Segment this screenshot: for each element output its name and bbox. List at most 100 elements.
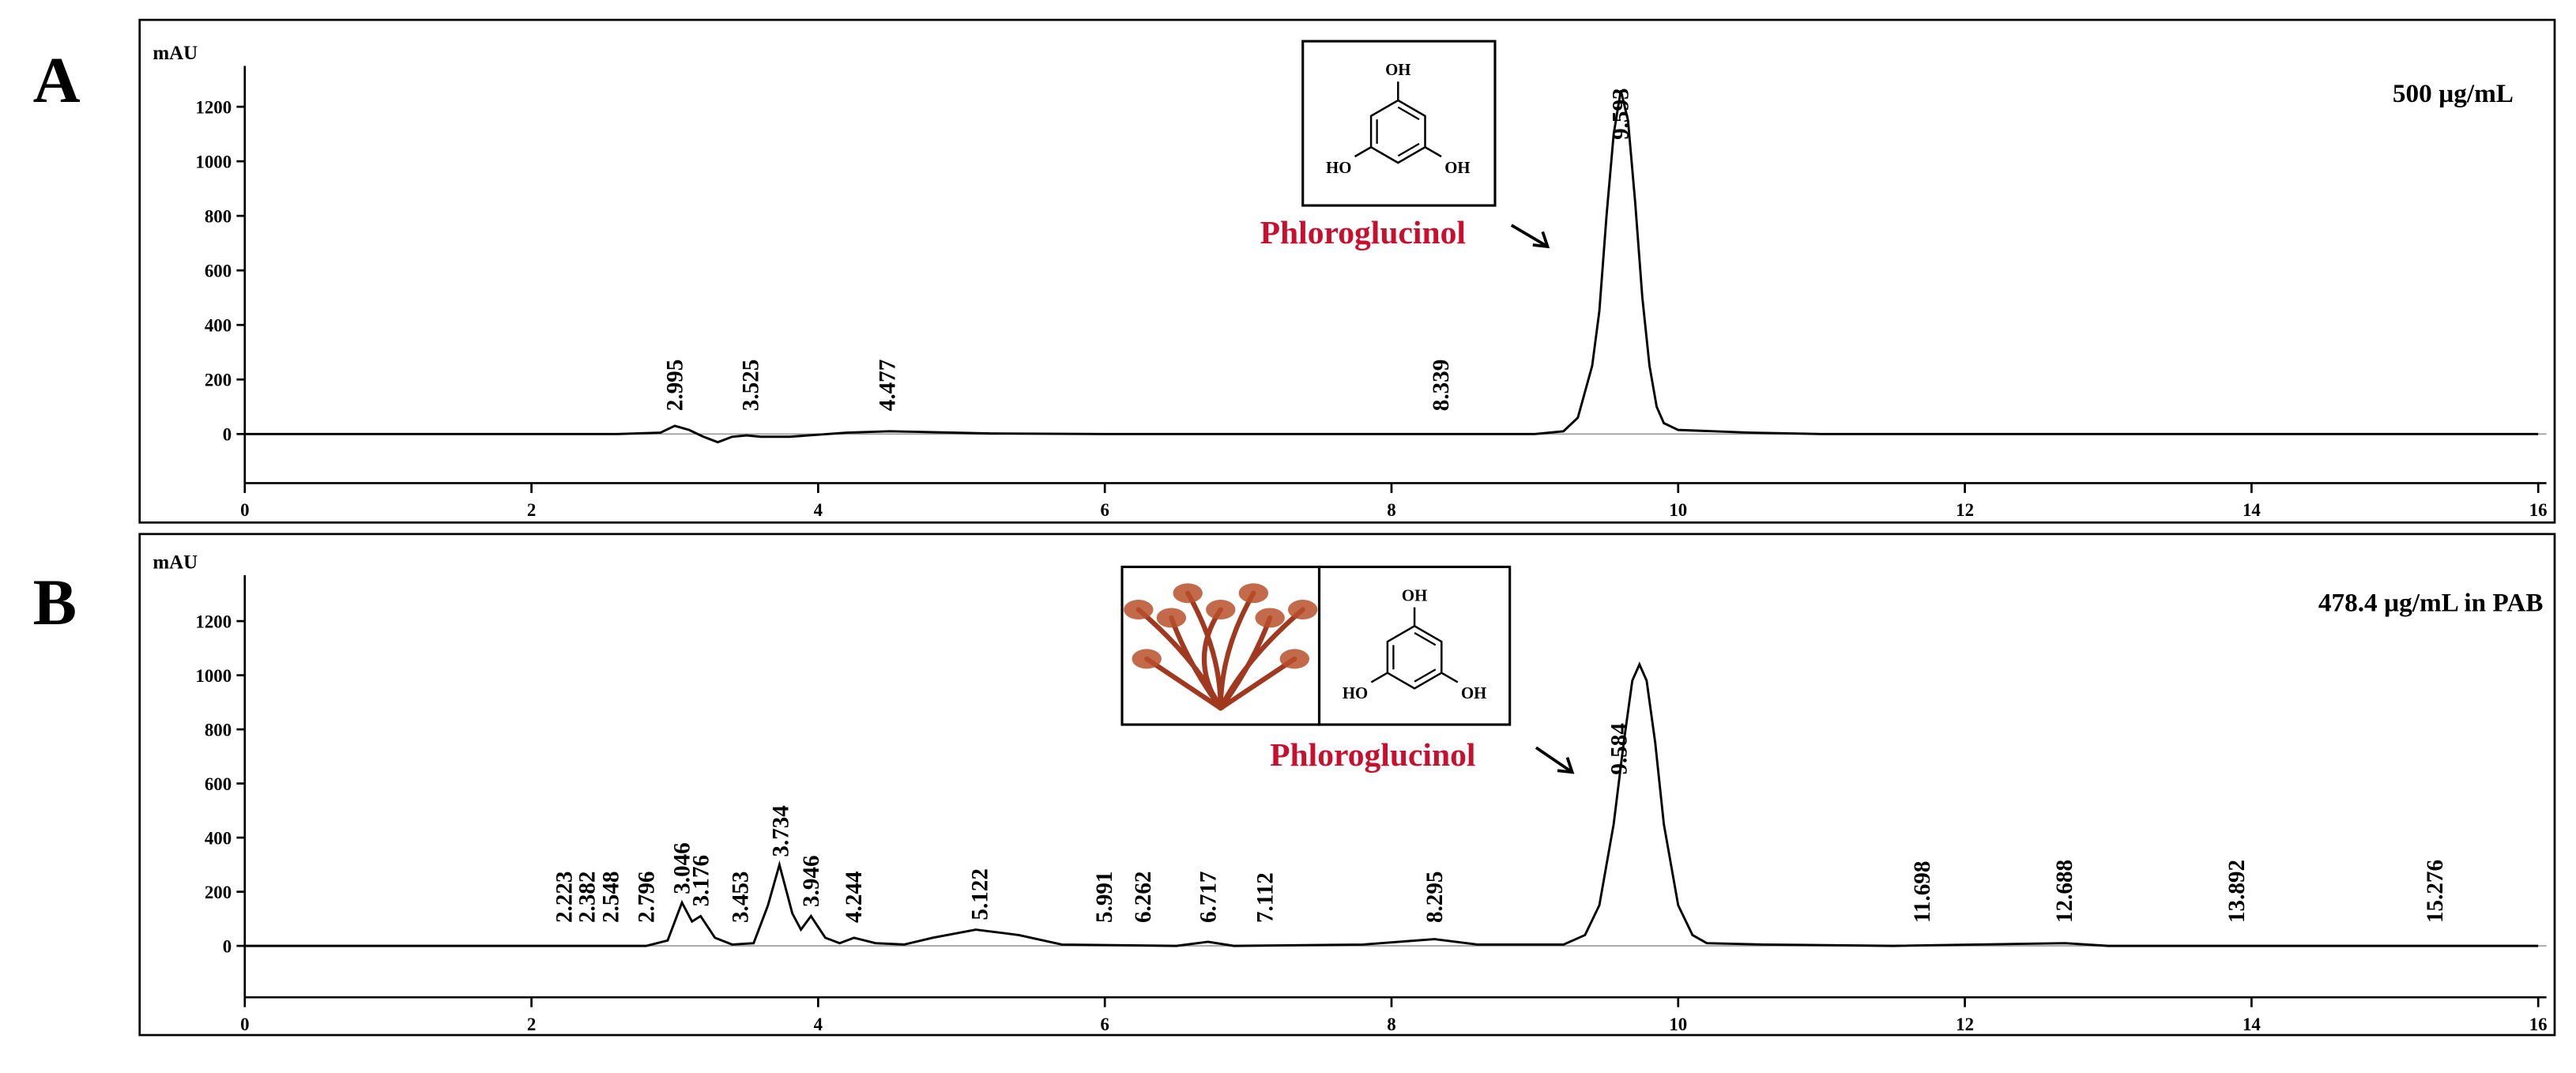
peak-label: 8.295 (1422, 872, 1448, 923)
substituent-bond (1424, 146, 1442, 158)
seaweed-branch (1135, 607, 1223, 711)
ring (1369, 99, 1426, 164)
y-tick-label: 800 (205, 720, 232, 740)
peak-label: 3.525 (739, 360, 764, 411)
x-tick-label: 4 (814, 1015, 823, 1034)
seaweed-frond (1173, 583, 1203, 604)
x-tick-label: 8 (1387, 500, 1395, 520)
substituent-bond (1354, 146, 1372, 158)
y-axis-title: mAU (153, 552, 198, 574)
substituent-bond (1441, 672, 1459, 683)
peak-label: 3.453 (729, 872, 754, 923)
x-tick-label: 6 (1100, 500, 1109, 520)
peak-label: 2.796 (634, 872, 659, 923)
ring (1386, 624, 1443, 690)
x-tick-label: 12 (1956, 500, 1974, 520)
y-tick-label: 600 (205, 774, 232, 794)
structure-box (1317, 565, 1512, 726)
y-tick-label: 400 (205, 828, 232, 848)
panel-label: A (33, 43, 81, 116)
seaweed-frond (1132, 649, 1162, 669)
structure-box (1301, 40, 1497, 207)
y-tick-label: 1200 (195, 97, 232, 117)
seaweed-frond (1288, 600, 1318, 619)
y-tick-label: 1000 (195, 666, 232, 686)
x-tick-label: 10 (1669, 1015, 1687, 1034)
peak-label: 9.593 (1608, 88, 1633, 139)
y-tick-label: 1200 (195, 612, 232, 631)
peak-label: 2.548 (598, 872, 623, 923)
concentration: 478.4 µg/mL in PAB (2318, 589, 2544, 618)
structure-label: OH (1444, 159, 1470, 177)
x-tick-label: 14 (2243, 1015, 2261, 1034)
x-tick-label: 0 (240, 1015, 249, 1034)
y-tick-label: 1000 (195, 152, 232, 171)
panel-frame (138, 18, 2556, 524)
double-bond (1414, 668, 1437, 683)
y-tick-label: 0 (223, 425, 232, 445)
x-tick-label: 16 (2529, 1015, 2548, 1034)
y-tick-label: 800 (205, 206, 232, 226)
compound-arrow-head (1557, 757, 1575, 774)
peak-label: 11.698 (1910, 861, 1935, 923)
structure-label: OH (1461, 684, 1486, 702)
peak-label: 8.339 (1429, 360, 1454, 411)
trace (244, 90, 2539, 444)
x-tick-label: 10 (1669, 500, 1687, 520)
peak-label: 3.734 (769, 805, 794, 857)
structure-label: HO (1343, 684, 1368, 702)
seaweed-branch (1218, 607, 1305, 711)
y-tick-label: 0 (223, 936, 232, 956)
peak-label: 12.688 (2052, 860, 2077, 923)
x-tick-label: 6 (1100, 1015, 1109, 1034)
x-tick-label: 4 (814, 500, 823, 520)
x-tick-label: 12 (1956, 1015, 1974, 1034)
peak-label: 3.176 (688, 855, 714, 906)
y-axis-title: mAU (153, 43, 198, 64)
panel-frame (138, 533, 2556, 1037)
substituent-bond (1370, 672, 1388, 683)
double-bond (1397, 106, 1420, 121)
seaweed-frond (1206, 600, 1236, 619)
y-tick-label: 400 (205, 316, 232, 336)
panel-label: B (33, 566, 77, 638)
peak-label: 6.262 (1131, 872, 1156, 923)
trace (244, 661, 2539, 947)
peak-label: 2.995 (662, 360, 687, 411)
y-tick-label: 200 (205, 371, 232, 390)
compound-arrow (1510, 224, 1549, 248)
double-bond (1414, 632, 1437, 646)
peak-label: 5.991 (1092, 872, 1117, 923)
structure-label: OH (1385, 61, 1410, 79)
concentration: 500 µg/mL (2393, 79, 2514, 108)
compound-arrow (1535, 746, 1573, 774)
seaweed-branch (1218, 590, 1256, 711)
peak-label: 3.946 (799, 855, 824, 906)
peak-label: 4.244 (842, 872, 867, 923)
compound-arrow-head (1532, 231, 1550, 249)
seaweed-frond (1255, 608, 1285, 628)
x-tick-label: 8 (1387, 1015, 1395, 1034)
structure-label: OH (1402, 586, 1427, 604)
peak-label: 2.382 (574, 872, 600, 923)
peak-label: 6.717 (1196, 872, 1222, 923)
compound-label: Phloroglucinol (1270, 736, 1475, 773)
peak-label: 3.046 (670, 842, 695, 894)
double-bond (1397, 142, 1420, 157)
y-tick-label: 600 (205, 262, 232, 281)
peak-label: 5.122 (967, 868, 992, 920)
x-tick-label: 14 (2243, 500, 2261, 520)
x-tick-label: 16 (2529, 500, 2548, 520)
seaweed-frond (1156, 608, 1187, 628)
x-tick-label: 2 (527, 1015, 536, 1034)
peak-label: 4.477 (875, 360, 900, 411)
seaweed-frond (1279, 649, 1310, 669)
peak-label: 15.276 (2423, 860, 2448, 923)
compound-label: Phloroglucinol (1260, 214, 1466, 250)
peak-label: 7.112 (1252, 872, 1278, 923)
seaweed-frond (1124, 600, 1154, 619)
x-tick-label: 2 (527, 500, 536, 520)
x-tick-label: 0 (240, 500, 249, 520)
